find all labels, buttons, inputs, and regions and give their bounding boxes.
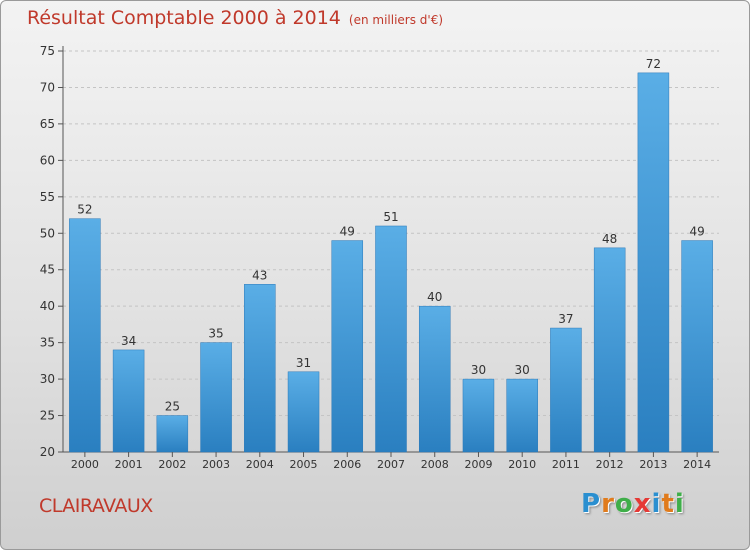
chart-title: Résultat Comptable 2000 à 2014 (en millie… <box>27 7 443 29</box>
x-tick-label: 2009 <box>464 458 492 471</box>
x-tick-label: 2002 <box>158 458 186 471</box>
data-label: 72 <box>646 57 661 71</box>
y-tick-label: 50 <box>40 226 55 240</box>
x-tick-label: 2000 <box>71 458 99 471</box>
y-tick-label: 55 <box>40 190 55 204</box>
logo-letter: t <box>661 489 675 519</box>
y-tick-label: 65 <box>40 117 55 131</box>
data-label: 34 <box>121 334 136 348</box>
y-tick-label: 75 <box>40 44 55 58</box>
x-tick-label: 2011 <box>552 458 580 471</box>
y-tick-label: 60 <box>40 153 55 167</box>
y-tick-label: 30 <box>40 372 55 386</box>
data-label: 37 <box>558 312 573 326</box>
data-label: 30 <box>471 363 486 377</box>
chart-subtitle: (en milliers d'€) <box>348 13 444 27</box>
x-tick-label: 2003 <box>202 458 230 471</box>
bar <box>69 218 101 453</box>
x-tick-label: 2001 <box>115 458 143 471</box>
data-label: 40 <box>427 290 442 304</box>
bar <box>593 247 626 453</box>
x-tick-label: 2013 <box>639 458 667 471</box>
logo-letter: i <box>651 489 662 519</box>
data-label: 31 <box>296 356 311 370</box>
bar <box>375 225 407 453</box>
chart-title-text: Résultat Comptable 2000 à 2014 <box>27 7 341 29</box>
commune-name: CLAIRAVAUX <box>39 495 153 517</box>
y-tick-label: 45 <box>40 263 55 277</box>
logo-letter: i <box>674 489 685 519</box>
bar <box>550 327 582 453</box>
data-label: 48 <box>602 232 617 246</box>
y-tick-label: 40 <box>40 299 55 313</box>
bar <box>331 240 364 453</box>
logo-letter: P <box>581 489 602 519</box>
bar <box>506 378 538 453</box>
data-label: 25 <box>165 400 180 414</box>
x-tick-label: 2008 <box>421 458 449 471</box>
data-label: 49 <box>689 225 704 239</box>
bar <box>637 72 670 453</box>
data-label: 52 <box>77 203 92 217</box>
bar <box>681 240 713 453</box>
y-tick-label: 35 <box>40 336 55 350</box>
logo-letter: o <box>614 489 634 519</box>
bar <box>156 415 189 453</box>
bar <box>112 349 145 453</box>
data-label: 30 <box>515 363 530 377</box>
y-tick-label: 25 <box>40 409 55 423</box>
x-tick-label: 2012 <box>596 458 624 471</box>
x-tick-label: 2005 <box>290 458 318 471</box>
data-label: 43 <box>252 268 267 282</box>
data-label: 35 <box>208 327 223 341</box>
bar <box>287 371 320 453</box>
y-tick-label: 70 <box>40 80 55 94</box>
x-tick-label: 2007 <box>377 458 405 471</box>
x-tick-label: 2010 <box>508 458 536 471</box>
bar <box>200 342 232 453</box>
data-label: 51 <box>383 210 398 224</box>
bar <box>244 284 276 453</box>
data-label: 49 <box>340 225 355 239</box>
bar <box>462 378 495 453</box>
y-tick-label: 20 <box>40 445 55 459</box>
logo-letter: r <box>601 489 615 519</box>
x-tick-label: 2004 <box>246 458 274 471</box>
x-tick-label: 2006 <box>333 458 361 471</box>
proxiti-logo: Proxiti <box>581 489 685 519</box>
bar <box>418 305 451 453</box>
x-tick-label: 2014 <box>683 458 711 471</box>
logo-letter: x <box>633 489 652 519</box>
